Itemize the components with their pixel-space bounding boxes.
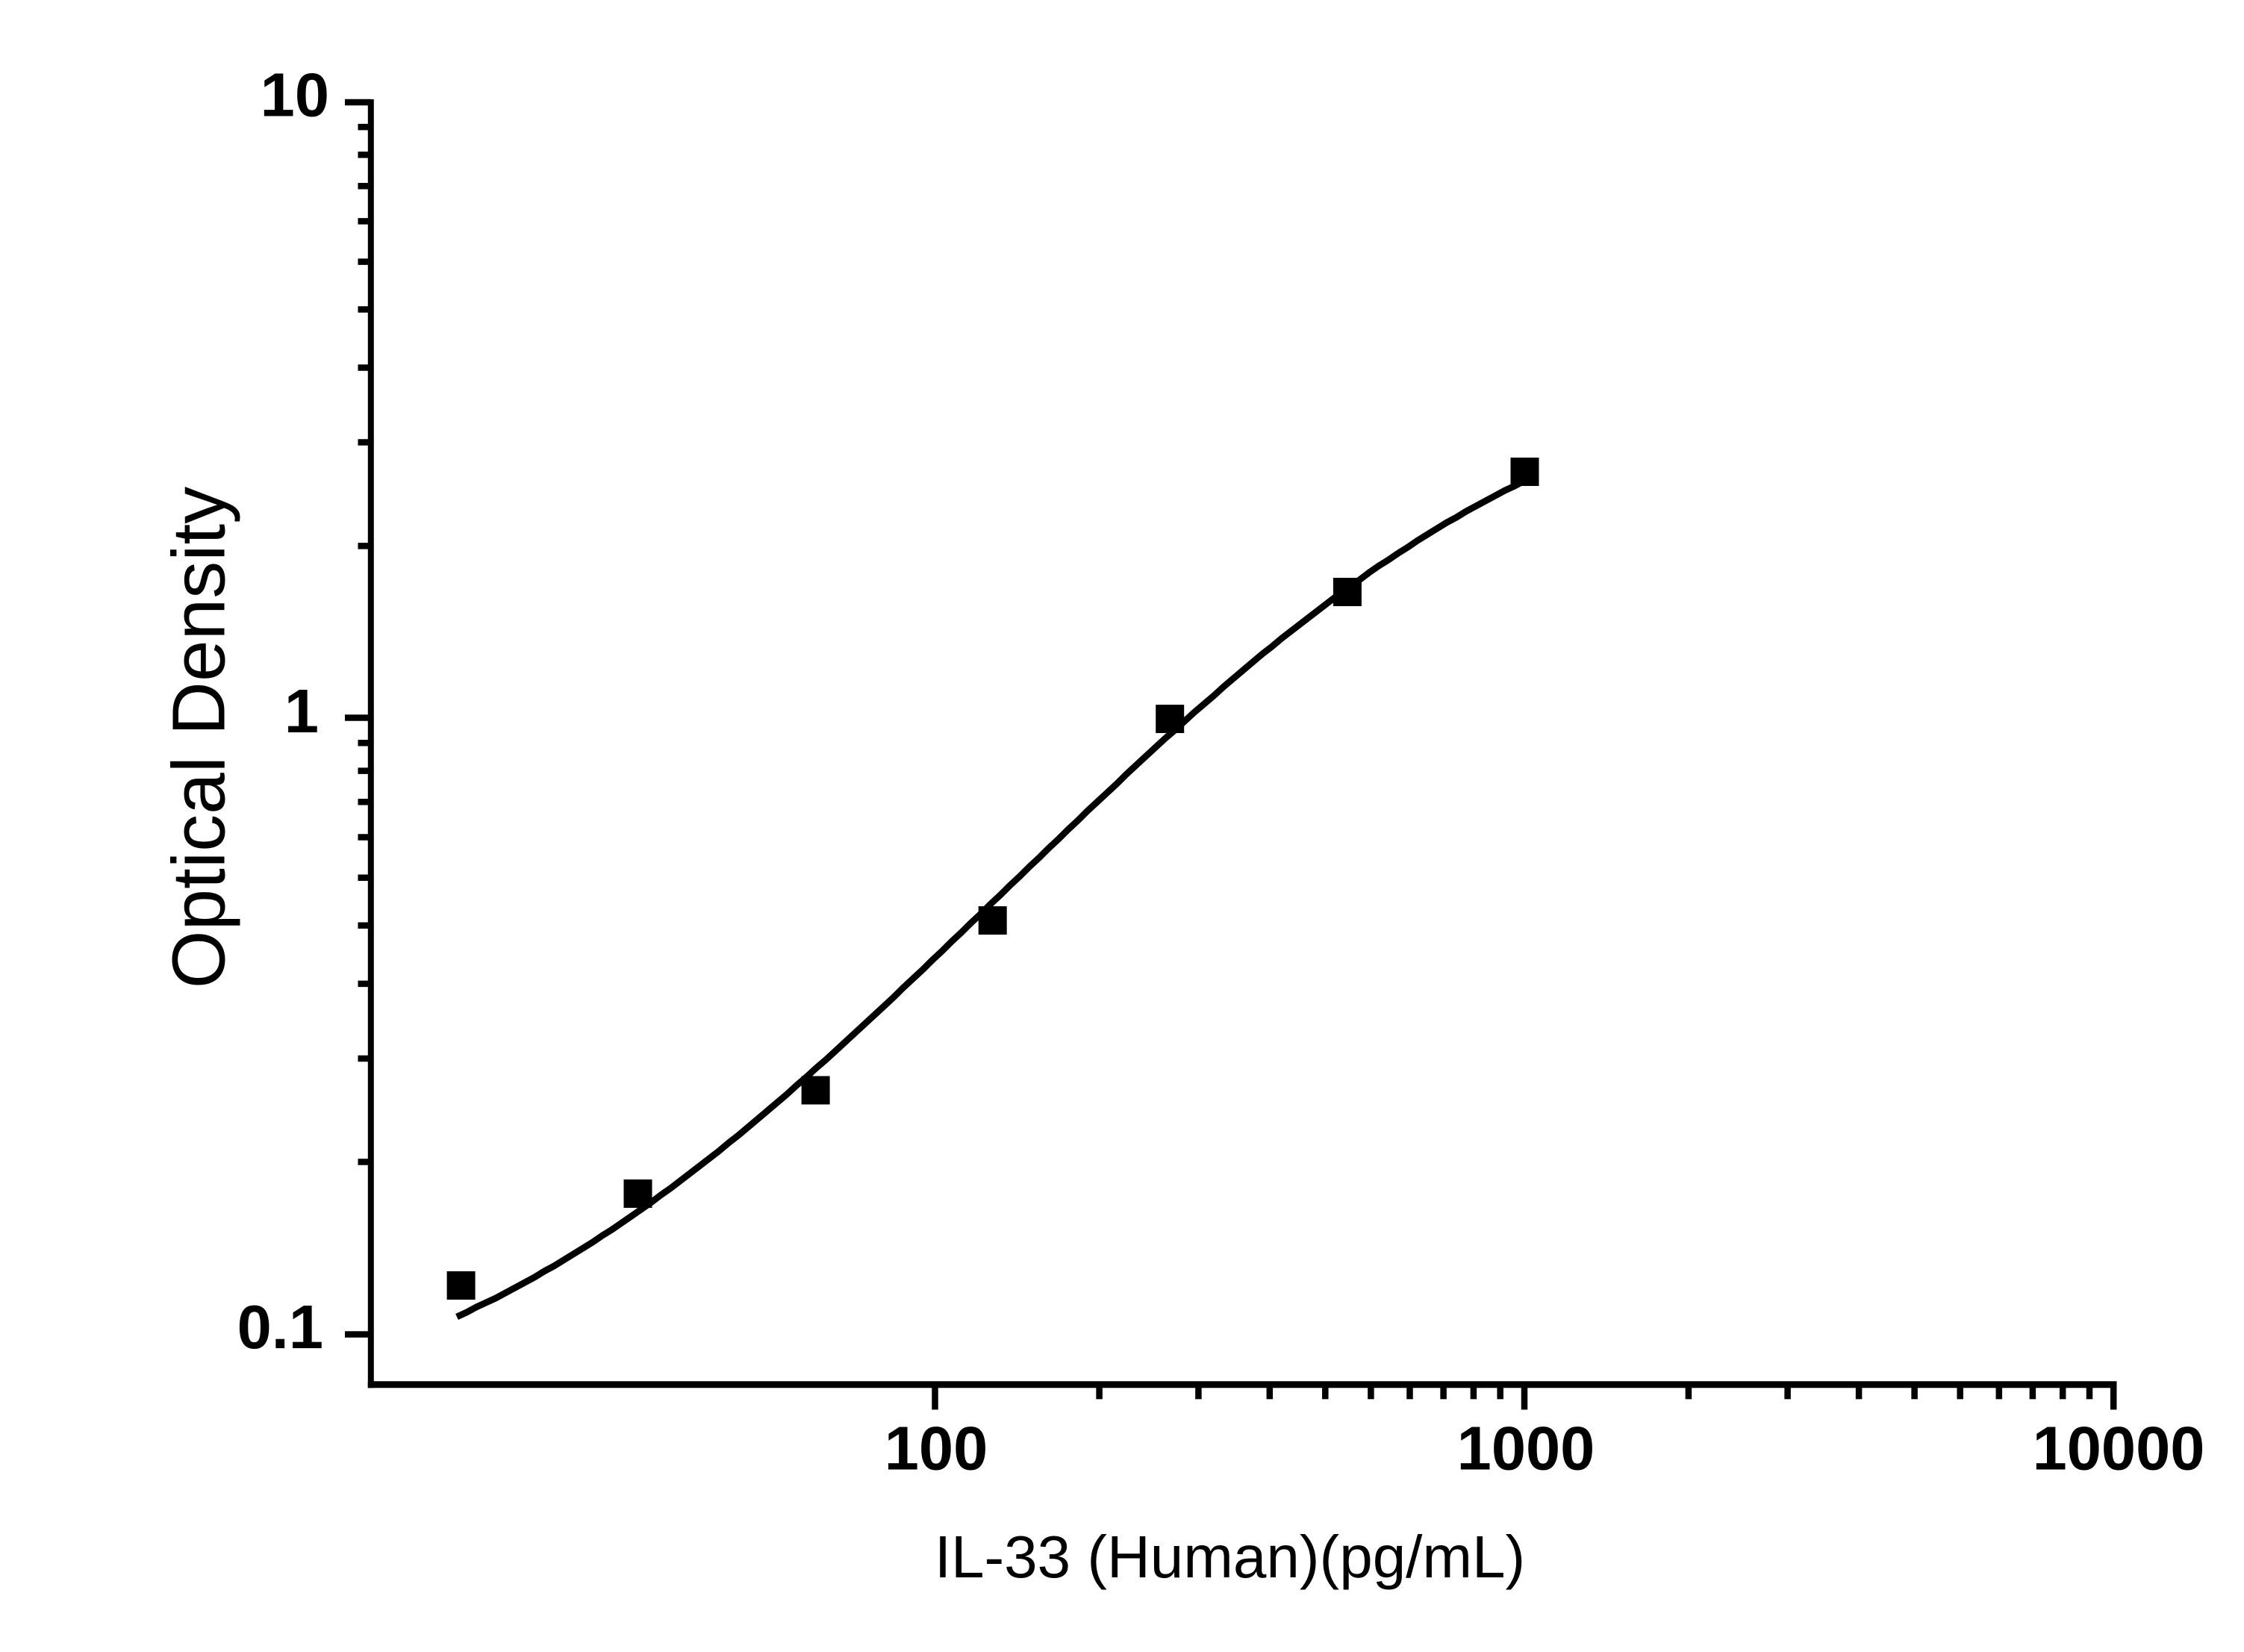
svg-text:Optical Density: Optical Density (158, 487, 241, 988)
svg-text:1: 1 (284, 676, 319, 746)
svg-text:10000: 10000 (2033, 1413, 2205, 1483)
svg-text:10: 10 (261, 60, 329, 129)
svg-text:1000: 1000 (1457, 1413, 1595, 1483)
svg-text:IL-33 (Human)(pg/mL): IL-33 (Human)(pg/mL) (935, 1524, 1525, 1590)
svg-text:0.1: 0.1 (237, 1292, 323, 1362)
svg-text:100: 100 (885, 1413, 988, 1483)
